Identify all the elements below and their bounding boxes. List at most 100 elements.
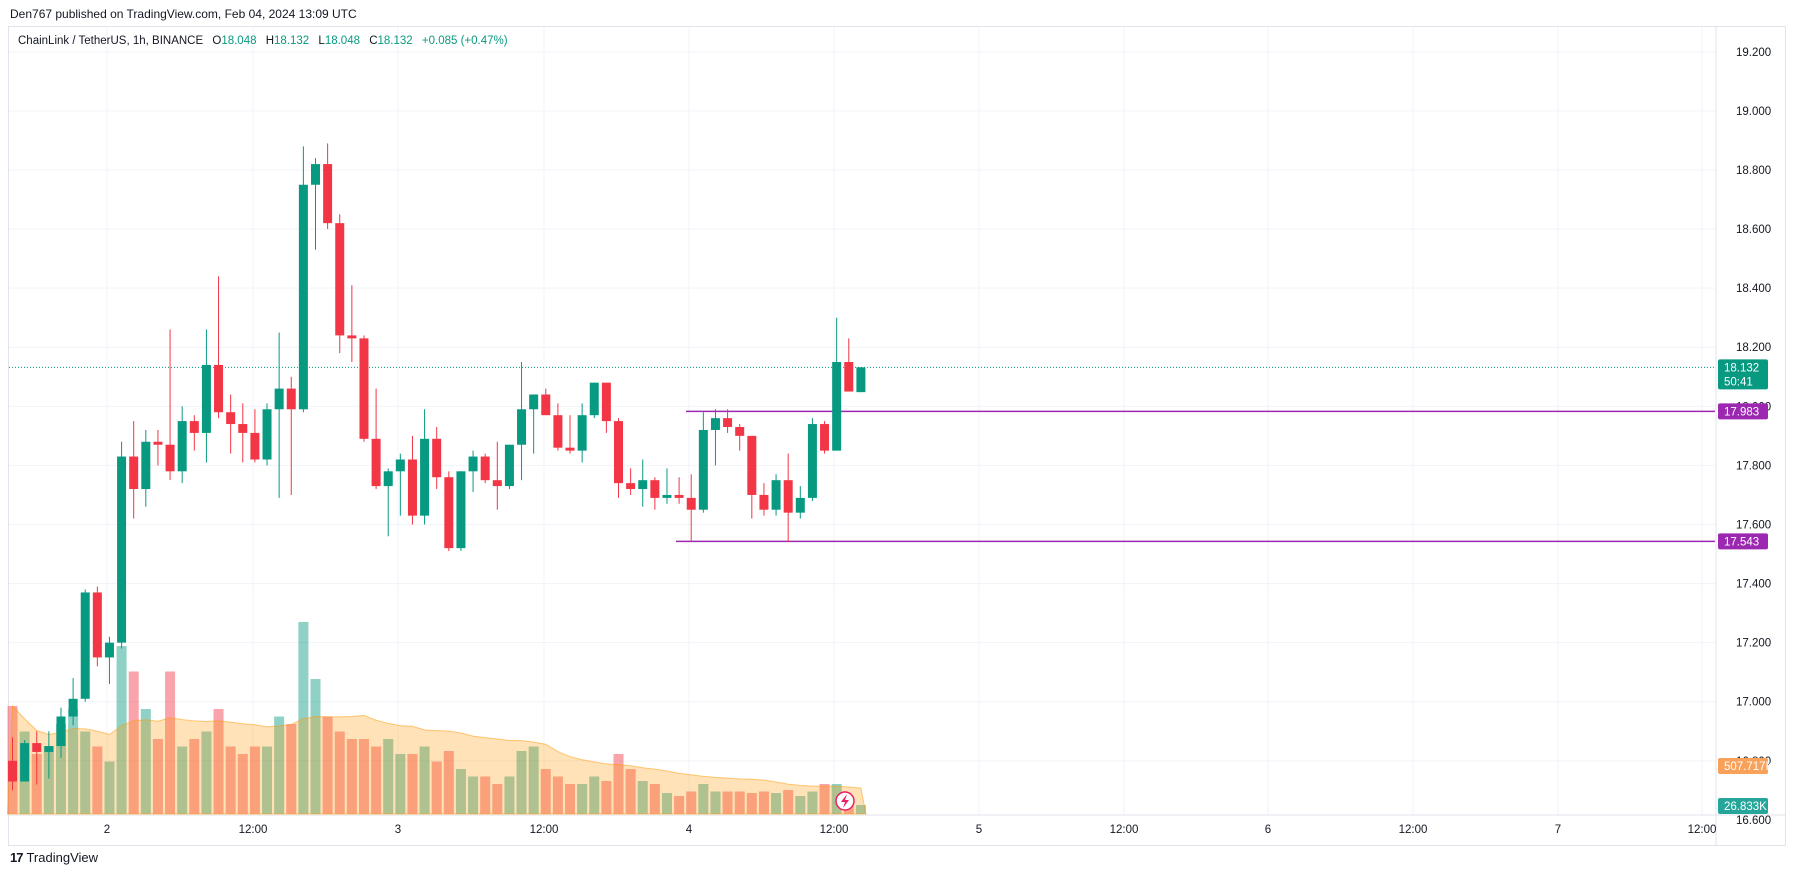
price-tick-label: 17.800 [1736, 460, 1771, 472]
price-tick-label: 19.000 [1736, 106, 1771, 118]
price-tick-label: 19.200 [1736, 47, 1771, 59]
level-price-label-bg [1718, 403, 1768, 420]
volume-bar [213, 709, 224, 814]
candle-body [44, 746, 54, 752]
low-label: L [318, 35, 325, 47]
price-tick-label: 18.600 [1736, 224, 1771, 236]
volume-bar [577, 784, 588, 814]
volume-bar [625, 769, 636, 814]
volume-bar [783, 790, 794, 814]
grid-lines [9, 27, 1786, 845]
price-tick-label: 16.600 [1736, 815, 1771, 827]
volume-bar [710, 791, 721, 814]
volume-bar [298, 622, 309, 814]
candle-body [517, 409, 527, 445]
candle-body [371, 438, 381, 487]
candle-body [529, 394, 539, 410]
candle-body [856, 367, 866, 393]
candle-body [468, 456, 478, 472]
level-price-label: 17.543 [1724, 536, 1759, 548]
candle-body [759, 494, 769, 510]
volume-bar [601, 781, 612, 814]
open-label: O [212, 35, 222, 47]
candle-body [92, 592, 102, 658]
candle-body [298, 184, 308, 410]
candle-body [189, 421, 199, 433]
candle-body [56, 716, 66, 747]
volume-bar [480, 776, 491, 814]
candle-body [638, 480, 648, 490]
candle-body [650, 480, 660, 498]
volume-label: 26.833K [1724, 801, 1767, 813]
candle-body [32, 743, 42, 752]
candle-body [347, 335, 357, 339]
time-tick-label: 5 [976, 824, 982, 836]
candle-body [747, 435, 757, 495]
volume-bar [128, 671, 139, 814]
candle-body [20, 743, 30, 782]
candle-body [771, 480, 781, 510]
candle-body [165, 444, 175, 472]
chart-frame [8, 26, 1786, 846]
candle-body [359, 338, 369, 439]
volume-bar [674, 796, 685, 814]
volume-bar [395, 754, 406, 814]
volume-bar [686, 791, 697, 814]
symbol-legend: ChainLink / TetherUS, 1h, BINANCE O 18.04… [18, 35, 508, 47]
volume-bar [346, 739, 357, 814]
candle-body [565, 447, 575, 451]
candle-body [723, 418, 733, 427]
volume-bar [734, 791, 745, 814]
volume-bar [407, 754, 418, 814]
candle-body [735, 427, 745, 436]
volume-bar [771, 793, 782, 814]
volume-bar [758, 791, 769, 814]
volume-bar [649, 784, 660, 814]
volume-bar [165, 671, 176, 814]
volume-label-bg [1718, 798, 1768, 814]
candle-body [432, 438, 442, 478]
footer-brand[interactable]: 17 TradingView [10, 850, 98, 865]
candle-body [80, 592, 90, 699]
volume-bar [177, 746, 188, 814]
time-tick-label: 6 [1265, 824, 1271, 836]
time-tick-label: 12:00 [820, 824, 849, 836]
volume-bar [371, 746, 382, 814]
level-price-label: 17.983 [1724, 406, 1759, 418]
volume-bar [55, 724, 66, 814]
candle-body [153, 441, 163, 445]
change-value: +0.085 (+0.47%) [421, 35, 508, 47]
volume-bar [807, 791, 818, 814]
candle-body [710, 418, 720, 430]
candle-body [238, 424, 248, 433]
price-tick-label: 17.400 [1736, 579, 1771, 591]
low-value: 18.048 [324, 35, 360, 47]
candle-body [420, 438, 430, 516]
volume-bar [795, 796, 806, 814]
price-tick-label: 17.000 [1736, 697, 1771, 709]
volume-bar [68, 709, 79, 814]
candle-body [480, 456, 490, 481]
candle-body [492, 480, 502, 487]
candle-body [129, 456, 139, 490]
candles [8, 143, 866, 791]
candle-body [250, 432, 260, 460]
candle-body [795, 497, 805, 513]
candle-body [553, 415, 563, 448]
candle-body [504, 444, 514, 487]
candle-body [844, 362, 854, 392]
symbol-name[interactable]: ChainLink / TetherUS, 1h, BINANCE [18, 35, 204, 47]
lightning-icon[interactable] [835, 791, 855, 811]
volume-bar [237, 754, 248, 814]
volume-bar [552, 776, 563, 814]
volume-bar [383, 739, 394, 814]
volume-bar [419, 746, 430, 814]
volume-ma-label-bg [1718, 758, 1768, 774]
brand-name: TradingView [26, 850, 99, 865]
volume-bar [262, 746, 273, 814]
candle-body [226, 412, 236, 425]
candle-body [662, 494, 672, 498]
time-tick-label: 3 [395, 824, 401, 836]
volume-bar [516, 751, 527, 814]
